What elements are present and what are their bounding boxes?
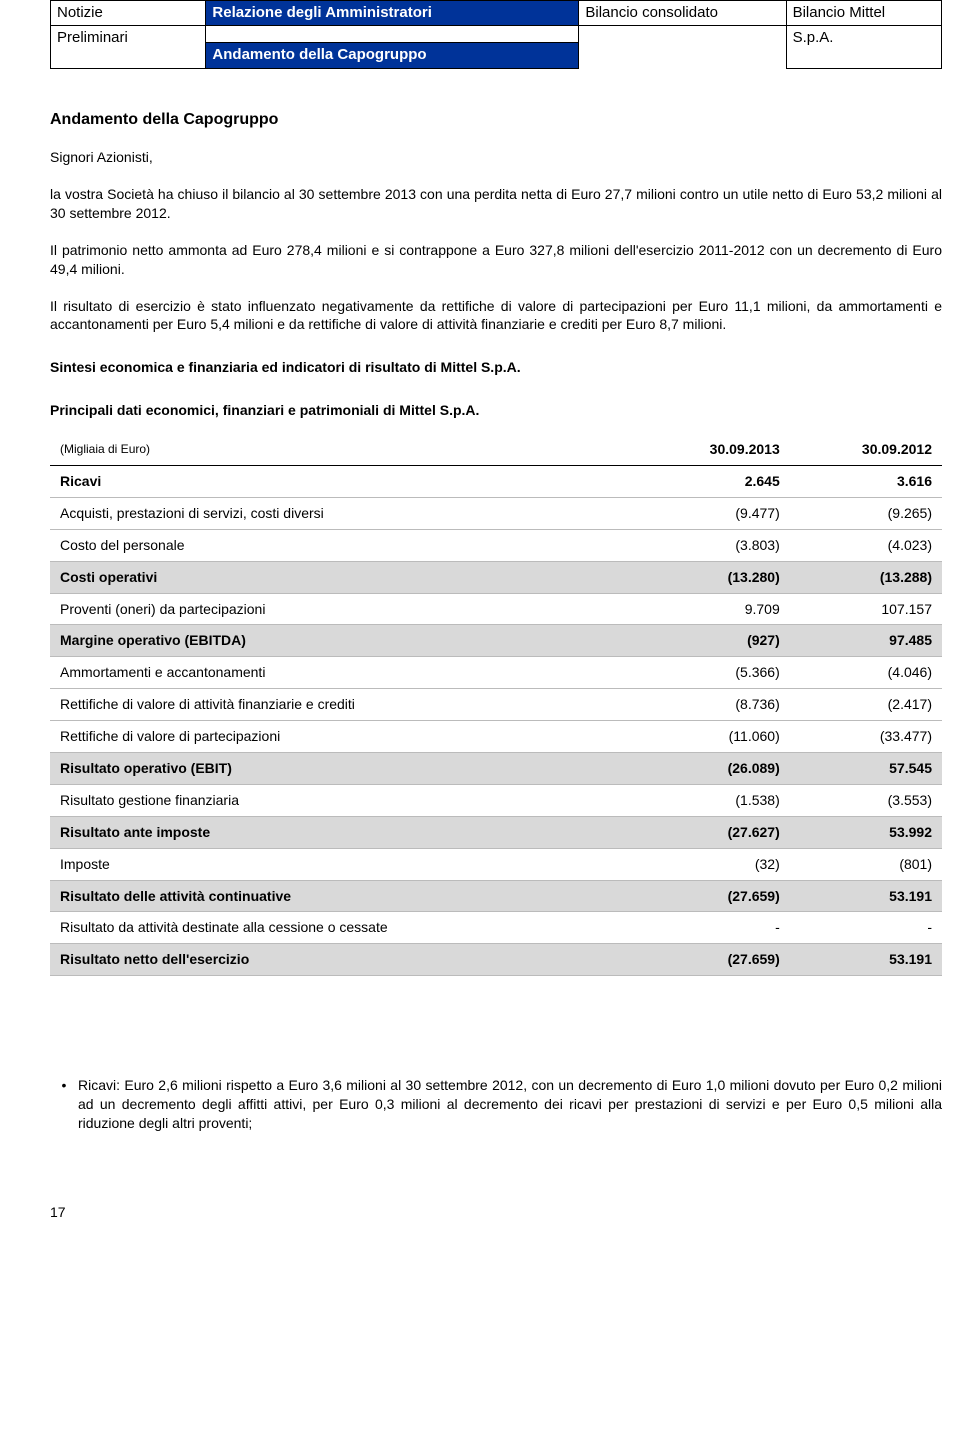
salutation: Signori Azionisti,	[50, 148, 942, 167]
table-row: Ricavi2.6453.616	[50, 466, 942, 498]
table-row: Risultato netto dell'esercizio(27.659)53…	[50, 944, 942, 976]
table-row: Rettifiche di valore di attività finanzi…	[50, 689, 942, 721]
row-value-2013: 9.709	[638, 593, 790, 625]
nav-cell-bilancio-mittel[interactable]: Bilancio Mittel	[786, 1, 941, 26]
row-label: Risultato delle attività continuative	[50, 880, 638, 912]
nav-empty	[579, 26, 786, 68]
row-label: Risultato ante imposte	[50, 816, 638, 848]
row-value-2012: (33.477)	[790, 721, 942, 753]
heading-principali: Principali dati economici, finanziari e …	[50, 401, 942, 420]
row-value-2013: (8.736)	[638, 689, 790, 721]
table-row: Risultato ante imposte(27.627)53.992	[50, 816, 942, 848]
bullet-list: • Ricavi: Euro 2,6 milioni rispetto a Eu…	[50, 1076, 942, 1133]
row-label: Risultato operativo (EBIT)	[50, 753, 638, 785]
table-row: Proventi (oneri) da partecipazioni9.7091…	[50, 593, 942, 625]
row-value-2012: 53.992	[790, 816, 942, 848]
nav-cell-andamento[interactable]: Andamento della Capogruppo	[206, 42, 578, 67]
row-label: Rettifiche di valore di partecipazioni	[50, 721, 638, 753]
row-label: Ammortamenti e accantonamenti	[50, 657, 638, 689]
page-title: Andamento della Capogruppo	[50, 109, 942, 131]
row-label: Acquisti, prestazioni di servizi, costi …	[50, 497, 638, 529]
row-label: Imposte	[50, 848, 638, 880]
row-value-2012: 53.191	[790, 944, 942, 976]
financial-table: (Migliaia di Euro) 30.09.2013 30.09.2012…	[50, 434, 942, 976]
row-value-2012: (801)	[790, 848, 942, 880]
nav-tabs: Notizie Relazione degli Amministratori B…	[50, 0, 942, 69]
nav-cell-notizie[interactable]: Notizie	[51, 1, 206, 26]
table-row: Rettifiche di valore di partecipazioni(1…	[50, 721, 942, 753]
table-row: Risultato operativo (EBIT)(26.089)57.545	[50, 753, 942, 785]
table-row: Costo del personale(3.803)(4.023)	[50, 529, 942, 561]
paragraph-2: Il patrimonio netto ammonta ad Euro 278,…	[50, 241, 942, 279]
row-value-2013: -	[638, 912, 790, 944]
row-label: Risultato gestione finanziaria	[50, 784, 638, 816]
nav-cell-relazione[interactable]: Relazione degli Amministratori	[206, 1, 579, 26]
row-value-2012: 3.616	[790, 466, 942, 498]
row-value-2013: (1.538)	[638, 784, 790, 816]
table-row: Risultato gestione finanziaria(1.538)(3.…	[50, 784, 942, 816]
nav-cell-bilancio-consolidato[interactable]: Bilancio consolidato	[579, 1, 786, 26]
table-row: Acquisti, prestazioni di servizi, costi …	[50, 497, 942, 529]
col-header-2012: 30.09.2012	[790, 434, 942, 465]
paragraph-3: Il risultato di esercizio è stato influe…	[50, 297, 942, 335]
row-value-2012: 53.191	[790, 880, 942, 912]
col-header-2013: 30.09.2013	[638, 434, 790, 465]
row-value-2012: 57.545	[790, 753, 942, 785]
row-value-2012: -	[790, 912, 942, 944]
row-label: Costi operativi	[50, 561, 638, 593]
row-label: Rettifiche di valore di attività finanzi…	[50, 689, 638, 721]
table-row: Ammortamenti e accantonamenti(5.366)(4.0…	[50, 657, 942, 689]
row-value-2013: (11.060)	[638, 721, 790, 753]
row-value-2013: (27.627)	[638, 816, 790, 848]
row-value-2012: 97.485	[790, 625, 942, 657]
table-unit-label: (Migliaia di Euro)	[50, 434, 638, 465]
table-row: Margine operativo (EBITDA)(927)97.485	[50, 625, 942, 657]
table-row: Imposte(32)(801)	[50, 848, 942, 880]
table-row: Risultato delle attività continuative(27…	[50, 880, 942, 912]
row-value-2013: (27.659)	[638, 944, 790, 976]
row-label: Ricavi	[50, 466, 638, 498]
row-value-2012: (4.046)	[790, 657, 942, 689]
row-value-2012: (2.417)	[790, 689, 942, 721]
paragraph-1: la vostra Società ha chiuso il bilancio …	[50, 185, 942, 223]
row-value-2012: (4.023)	[790, 529, 942, 561]
row-value-2012: (13.288)	[790, 561, 942, 593]
nav-cell-preliminari[interactable]: Preliminari	[51, 26, 206, 68]
row-label: Costo del personale	[50, 529, 638, 561]
table-row: Costi operativi(13.280)(13.288)	[50, 561, 942, 593]
row-value-2013: (13.280)	[638, 561, 790, 593]
row-value-2013: (927)	[638, 625, 790, 657]
page-number: 17	[50, 1203, 942, 1222]
nav-cell-spa[interactable]: S.p.A.	[786, 26, 941, 68]
row-value-2013: (3.803)	[638, 529, 790, 561]
table-row: Risultato da attività destinate alla ces…	[50, 912, 942, 944]
row-label: Risultato da attività destinate alla ces…	[50, 912, 638, 944]
heading-sintesi: Sintesi economica e finanziaria ed indic…	[50, 358, 942, 377]
row-value-2012: 107.157	[790, 593, 942, 625]
bullet-ricavi: Ricavi: Euro 2,6 milioni rispetto a Euro…	[78, 1076, 942, 1133]
row-value-2012: (9.265)	[790, 497, 942, 529]
bullet-marker: •	[50, 1076, 78, 1133]
row-value-2013: 2.645	[638, 466, 790, 498]
row-value-2013: (27.659)	[638, 880, 790, 912]
row-label: Margine operativo (EBITDA)	[50, 625, 638, 657]
row-value-2013: (32)	[638, 848, 790, 880]
row-value-2013: (5.366)	[638, 657, 790, 689]
row-value-2013: (26.089)	[638, 753, 790, 785]
row-label: Proventi (oneri) da partecipazioni	[50, 593, 638, 625]
row-label: Risultato netto dell'esercizio	[50, 944, 638, 976]
row-value-2013: (9.477)	[638, 497, 790, 529]
row-value-2012: (3.553)	[790, 784, 942, 816]
